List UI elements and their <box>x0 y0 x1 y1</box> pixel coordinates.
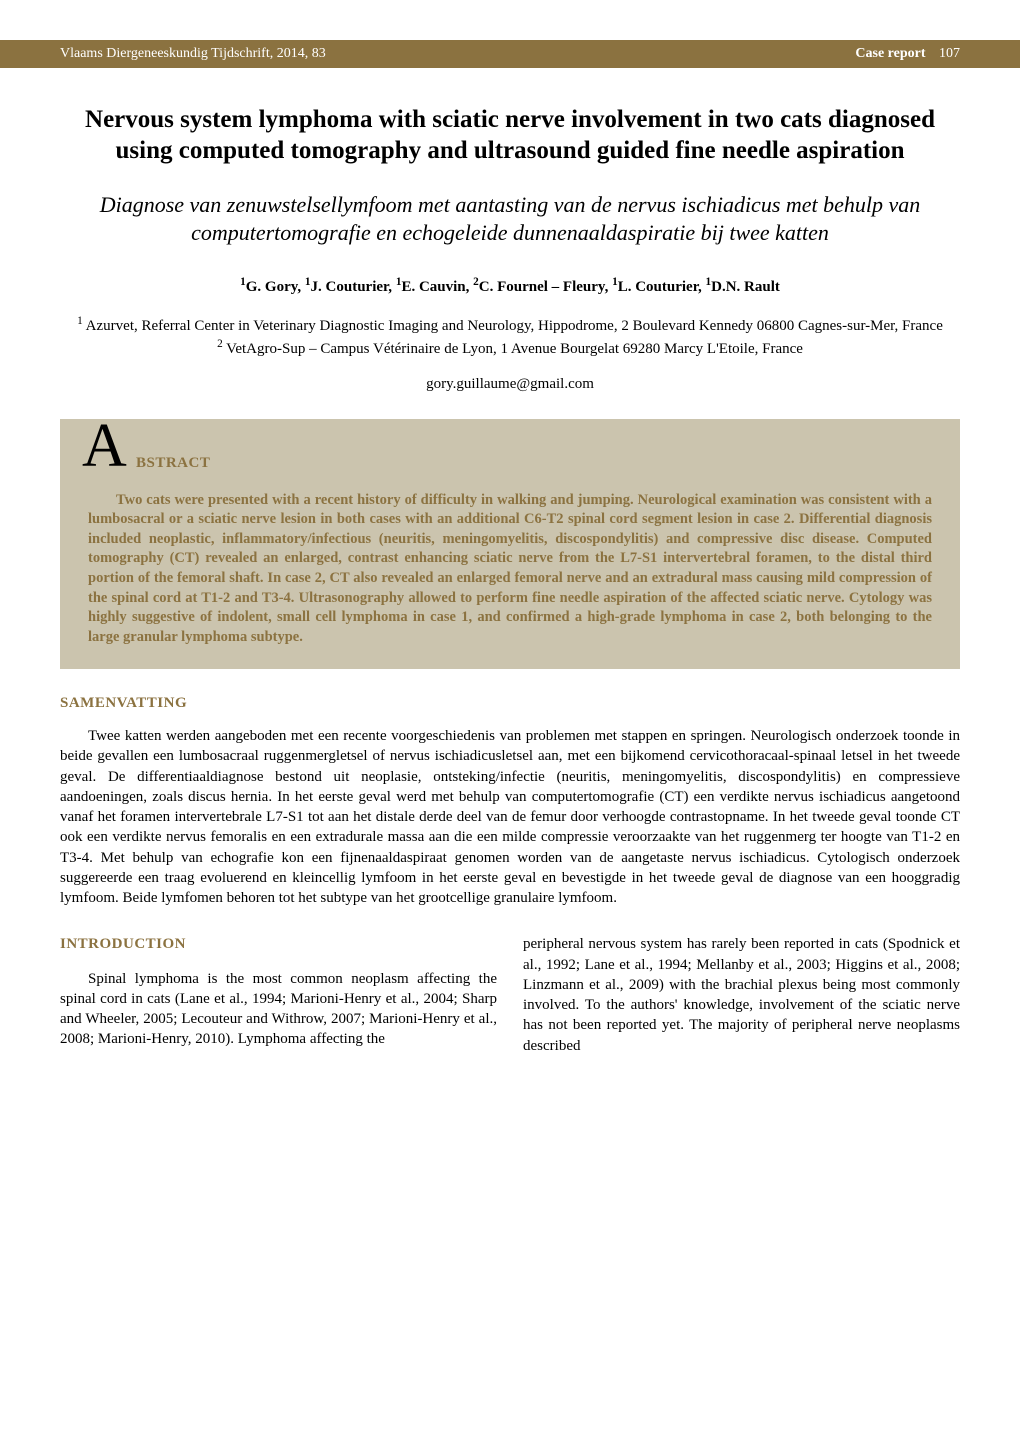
article-subtitle: Diagnose van zenuwstelsellymfoom met aan… <box>60 191 960 248</box>
column-left: INTRODUCTION Spinal lymphoma is the most… <box>60 934 497 1056</box>
abstract-label: BSTRACT <box>136 455 210 472</box>
authors-line: 1G. Gory, 1J. Couturier, 1E. Cauvin, 2C.… <box>60 276 960 296</box>
page-number: 107 <box>939 46 960 61</box>
report-label: Case report <box>855 46 925 61</box>
affiliations: 1 Azurvet, Referral Center in Veterinary… <box>60 314 960 360</box>
abstract-body: Two cats were presented with a recent hi… <box>88 491 932 648</box>
journal-name: Vlaams Diergeneeskundig Tijdschrift, 201… <box>60 46 326 62</box>
introduction-col2: peripheral nervous system has rarely bee… <box>523 934 960 1056</box>
two-column-layout: INTRODUCTION Spinal lymphoma is the most… <box>60 934 960 1056</box>
header-bar: Vlaams Diergeneeskundig Tijdschrift, 201… <box>0 40 1020 68</box>
page-container: Vlaams Diergeneeskundig Tijdschrift, 201… <box>0 0 1020 1106</box>
introduction-col1: Spinal lymphoma is the most common neopl… <box>60 969 497 1050</box>
abstract-heading: A BSTRACT <box>88 441 932 481</box>
introduction-heading: INTRODUCTION <box>60 934 497 954</box>
abstract-dropcap: A <box>82 425 127 468</box>
corresponding-email: gory.guillaume@gmail.com <box>60 376 960 393</box>
abstract-box: A BSTRACT Two cats were presented with a… <box>60 419 960 670</box>
samenvatting-heading: SAMENVATTING <box>60 695 960 712</box>
header-right: Case report 107 <box>855 46 960 62</box>
samenvatting-body: Twee katten werden aangeboden met een re… <box>60 726 960 908</box>
article-title: Nervous system lymphoma with sciatic ner… <box>60 104 960 167</box>
column-right: peripheral nervous system has rarely bee… <box>523 934 960 1056</box>
